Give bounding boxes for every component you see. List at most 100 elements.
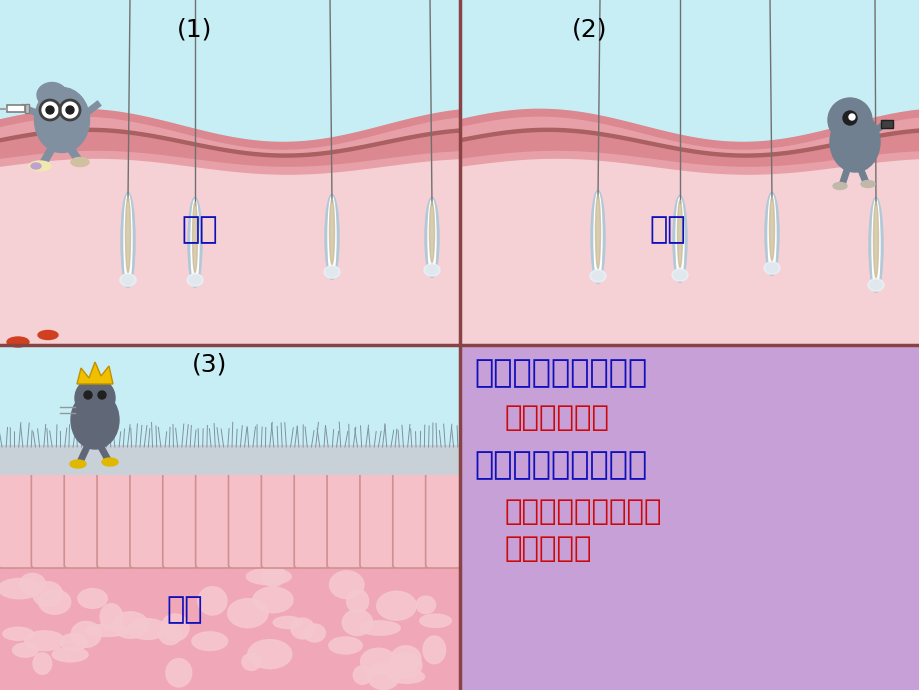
Ellipse shape bbox=[124, 195, 131, 286]
Circle shape bbox=[84, 391, 92, 399]
Ellipse shape bbox=[867, 279, 883, 291]
Ellipse shape bbox=[52, 647, 88, 662]
FancyBboxPatch shape bbox=[97, 472, 132, 568]
Ellipse shape bbox=[7, 337, 29, 347]
Ellipse shape bbox=[591, 271, 604, 281]
Bar bbox=[7, 105, 25, 112]
Ellipse shape bbox=[860, 181, 874, 188]
Circle shape bbox=[66, 106, 74, 114]
Ellipse shape bbox=[871, 199, 879, 290]
Text: 皮肤: 皮肤 bbox=[182, 215, 218, 244]
Ellipse shape bbox=[31, 163, 41, 169]
Ellipse shape bbox=[359, 621, 400, 635]
Bar bbox=[0, 445, 460, 475]
Ellipse shape bbox=[165, 658, 191, 687]
Circle shape bbox=[98, 391, 106, 399]
Circle shape bbox=[848, 114, 854, 120]
Ellipse shape bbox=[70, 460, 85, 468]
Ellipse shape bbox=[595, 195, 600, 268]
Ellipse shape bbox=[192, 632, 227, 651]
Bar bbox=[25, 104, 29, 113]
Ellipse shape bbox=[38, 331, 58, 339]
Ellipse shape bbox=[415, 596, 435, 613]
Bar bbox=[0, 345, 460, 690]
Ellipse shape bbox=[869, 281, 881, 290]
Ellipse shape bbox=[829, 112, 879, 172]
Ellipse shape bbox=[342, 609, 372, 635]
Ellipse shape bbox=[119, 274, 136, 286]
Ellipse shape bbox=[158, 623, 181, 644]
Circle shape bbox=[827, 98, 871, 142]
FancyBboxPatch shape bbox=[392, 472, 427, 568]
Text: (3): (3) bbox=[192, 353, 227, 377]
Ellipse shape bbox=[329, 199, 335, 264]
FancyBboxPatch shape bbox=[64, 472, 99, 568]
Circle shape bbox=[75, 378, 115, 418]
Ellipse shape bbox=[37, 83, 67, 108]
Ellipse shape bbox=[671, 269, 687, 281]
Text: 清扫异物。: 清扫异物。 bbox=[505, 535, 592, 563]
Ellipse shape bbox=[125, 197, 130, 273]
Ellipse shape bbox=[19, 573, 45, 594]
Polygon shape bbox=[77, 362, 113, 384]
Ellipse shape bbox=[71, 157, 89, 166]
Ellipse shape bbox=[594, 193, 601, 282]
Text: 第一道防线的组成：: 第一道防线的组成： bbox=[473, 358, 647, 389]
Ellipse shape bbox=[589, 270, 606, 282]
Ellipse shape bbox=[13, 643, 38, 657]
FancyBboxPatch shape bbox=[130, 472, 165, 568]
Ellipse shape bbox=[191, 199, 199, 286]
Ellipse shape bbox=[102, 458, 118, 466]
Ellipse shape bbox=[261, 564, 285, 586]
Ellipse shape bbox=[290, 618, 314, 639]
Text: 皮肤和黄膜。: 皮肤和黄膜。 bbox=[505, 404, 609, 432]
Ellipse shape bbox=[246, 569, 291, 584]
Ellipse shape bbox=[242, 653, 261, 671]
FancyBboxPatch shape bbox=[228, 472, 264, 568]
Ellipse shape bbox=[33, 582, 62, 607]
Ellipse shape bbox=[427, 199, 436, 275]
Ellipse shape bbox=[675, 197, 683, 281]
Ellipse shape bbox=[192, 202, 198, 273]
Ellipse shape bbox=[85, 624, 128, 636]
Ellipse shape bbox=[188, 275, 200, 284]
Ellipse shape bbox=[429, 202, 434, 262]
Ellipse shape bbox=[112, 612, 149, 638]
Ellipse shape bbox=[29, 161, 51, 171]
Circle shape bbox=[40, 100, 60, 120]
Ellipse shape bbox=[39, 590, 71, 614]
Ellipse shape bbox=[832, 182, 846, 190]
Ellipse shape bbox=[0, 578, 41, 599]
FancyBboxPatch shape bbox=[327, 472, 362, 568]
Circle shape bbox=[842, 111, 857, 125]
Ellipse shape bbox=[346, 589, 369, 613]
FancyBboxPatch shape bbox=[163, 472, 198, 568]
Bar bbox=[460, 345, 919, 690]
Ellipse shape bbox=[71, 622, 101, 647]
Ellipse shape bbox=[323, 266, 340, 278]
Bar bbox=[0, 0, 460, 345]
Ellipse shape bbox=[872, 202, 878, 277]
Ellipse shape bbox=[303, 624, 325, 642]
FancyBboxPatch shape bbox=[359, 472, 395, 568]
Text: 阻挡或杀死病原体，: 阻挡或杀死病原体， bbox=[505, 498, 662, 526]
Bar bbox=[0, 345, 460, 445]
Ellipse shape bbox=[253, 587, 293, 613]
FancyBboxPatch shape bbox=[0, 472, 34, 568]
Ellipse shape bbox=[61, 633, 87, 651]
Ellipse shape bbox=[100, 604, 122, 630]
Ellipse shape bbox=[35, 88, 89, 152]
Ellipse shape bbox=[247, 640, 291, 669]
Ellipse shape bbox=[329, 571, 364, 598]
Ellipse shape bbox=[674, 270, 686, 279]
Ellipse shape bbox=[328, 197, 335, 277]
Ellipse shape bbox=[325, 268, 337, 277]
Ellipse shape bbox=[419, 614, 451, 627]
FancyBboxPatch shape bbox=[425, 472, 460, 568]
Ellipse shape bbox=[673, 195, 686, 282]
FancyBboxPatch shape bbox=[294, 472, 329, 568]
Ellipse shape bbox=[198, 586, 227, 615]
Ellipse shape bbox=[367, 663, 399, 689]
Text: (2): (2) bbox=[572, 18, 607, 42]
Ellipse shape bbox=[25, 631, 64, 651]
